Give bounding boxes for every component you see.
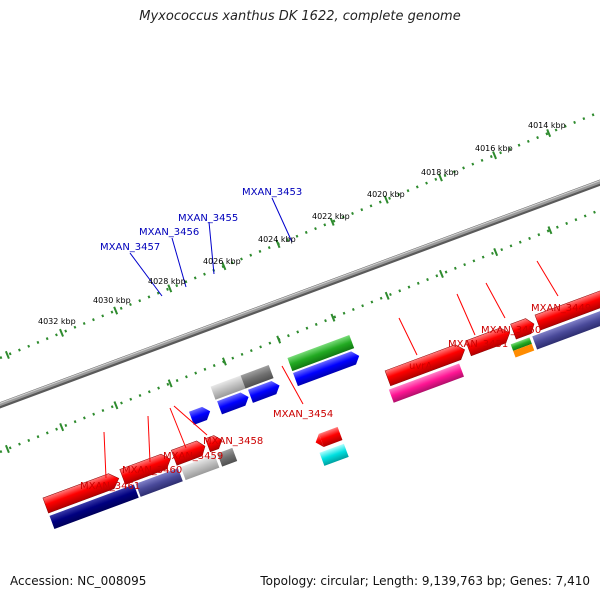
scale-label: 4022 kbp: [312, 212, 350, 221]
scale-label: 4024 kbp: [258, 235, 296, 244]
feature-orange-block-small: [513, 343, 535, 358]
major-tick: [4, 350, 10, 360]
major-tick: [167, 379, 173, 388]
major-tick: [383, 195, 389, 204]
major-tick: [276, 335, 282, 344]
outer-scale-dotted-arc: [0, 110, 600, 360]
major-tick: [222, 357, 227, 366]
gene-label: MXAN_3449: [531, 303, 591, 314]
feature-cyan-block: [319, 443, 349, 466]
accession-label: Accession: NC_008095: [10, 574, 147, 588]
gene-arrow-mxan-3459: [170, 440, 206, 466]
gene-label: MXAN_3457: [100, 242, 160, 253]
major-tick: [113, 306, 119, 315]
gene-label: MXAN_3453: [242, 187, 302, 198]
scale-label: 4020 kbp: [367, 190, 405, 199]
scale-label: 4026 kbp: [203, 257, 241, 266]
major-tick: [275, 239, 281, 249]
feature-green-outer: [287, 335, 355, 372]
feature-slate-block-small: [135, 468, 183, 497]
inner-gene-labels: MXAN_3449 MXAN_3450 MXAN_3451 uvrA MXAN_…: [80, 303, 591, 492]
outer-gene-labels: MXAN_3453 MXAN_3455 MXAN_3456 MXAN_3457: [100, 187, 302, 253]
gene-label: MXAN_3460: [122, 465, 182, 476]
genome-summary: Topology: circular; Length: 9,139,763 bp…: [260, 574, 590, 588]
major-tick: [384, 291, 390, 300]
gene-label: uvrA: [409, 361, 432, 372]
gene-arrow-mxan-3453: [293, 351, 360, 387]
major-tick: [493, 247, 499, 257]
gene-arrow-mxan-3450: [510, 318, 535, 340]
major-tick: [59, 423, 65, 432]
gene-label: MXAN_3454: [273, 409, 333, 420]
scale-label: 4018 kbp: [421, 168, 459, 177]
feature-light-grey-block: [180, 454, 220, 481]
gene-arrow-mxan-3455: [248, 381, 280, 403]
major-tick: [221, 262, 227, 271]
major-tick: [492, 151, 497, 160]
major-tick: [547, 226, 553, 235]
scale-ticks: [4, 128, 553, 454]
feature-slate-block: [532, 304, 600, 350]
major-tick: [437, 173, 443, 182]
gene-arrow-uvra: [384, 344, 465, 387]
gene-arrow-mxan-3460: [119, 453, 171, 485]
gene-arrow-mxan-3461: [42, 473, 120, 514]
major-tick: [167, 284, 173, 293]
gene-arrow-mxan-3456: [217, 392, 249, 415]
major-tick: [59, 328, 64, 337]
major-tick: [4, 444, 10, 454]
gene-features: [42, 288, 600, 529]
map-title: Myxococcus xanthus DK 1622, complete gen…: [139, 9, 461, 24]
major-tick: [113, 401, 119, 410]
gene-label: MXAN_3451: [448, 339, 508, 350]
gene-arrow-mxan-3451: [465, 327, 510, 357]
scale-label: 4030 kbp: [93, 296, 131, 305]
gene-arrow-mxan-3458: [205, 435, 223, 453]
gene-label: MXAN_3459: [163, 451, 223, 462]
major-tick: [330, 313, 336, 322]
gene-label: MXAN_3455: [178, 213, 238, 224]
leader-lines-blue: [129, 197, 293, 297]
feature-navy-block: [49, 484, 139, 529]
scale-label: 4014 kbp: [528, 121, 566, 130]
feature-magenta-block: [388, 363, 465, 403]
scale-label: 4028 kbp: [148, 277, 186, 286]
feature-dark-grey-block: [217, 447, 238, 467]
gene-label: MXAN_3461: [80, 481, 140, 492]
scale-label: 4032 kbp: [38, 317, 76, 326]
major-tick: [546, 128, 552, 138]
gene-arrow-mxan-3454: [315, 426, 343, 447]
gene-arrow-mxan-3457: [188, 406, 211, 425]
feature-grey-outer-light: [210, 375, 246, 400]
gene-label: MXAN_3450: [481, 325, 541, 336]
major-tick: [329, 217, 335, 226]
gene-label: MXAN_3458: [203, 436, 263, 447]
leader-lines-red: [103, 260, 559, 479]
major-tick: [439, 269, 444, 279]
scale-label: 4016 kbp: [475, 144, 513, 153]
genome-backbone: [0, 179, 600, 409]
feature-grey-outer-dark: [240, 364, 274, 389]
scale-labels: 4014 kbp 4016 kbp 4018 kbp 4020 kbp 4022…: [38, 121, 566, 326]
gene-label: MXAN_3456: [139, 227, 199, 238]
gene-arrow-mxan-3449: [534, 288, 600, 331]
feature-green-block-small: [510, 337, 532, 351]
